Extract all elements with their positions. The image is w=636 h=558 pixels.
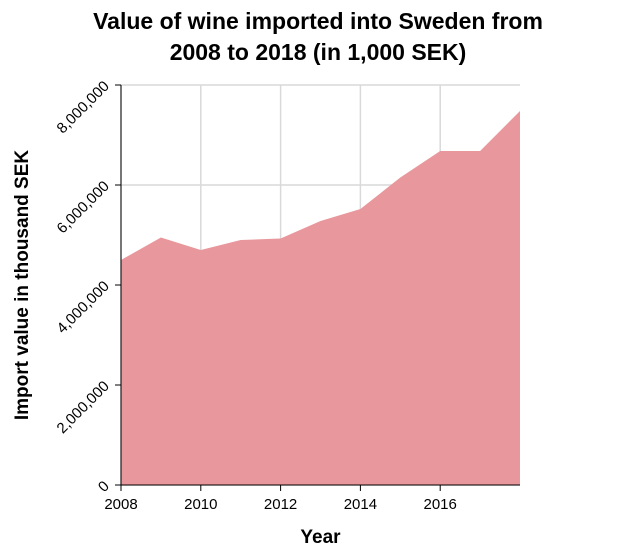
y-tick-label: 4,000,000 [54, 278, 113, 337]
x-tick-label: 2010 [184, 496, 217, 513]
y-tick-label: 0 [95, 478, 113, 496]
y-tick-label: 6,000,000 [54, 178, 113, 237]
y-tick-label: 2,000,000 [54, 378, 113, 437]
y-axis-title: Import value in thousand SEK [12, 150, 33, 421]
x-axis-title: Year [300, 527, 341, 548]
area-series-fill [121, 111, 520, 485]
x-tick-label: 2008 [104, 496, 137, 513]
x-tick-label: 2016 [424, 496, 457, 513]
x-tick-label: 2014 [344, 496, 377, 513]
axes [115, 84, 520, 491]
chart-title-line-1: Value of wine imported into Sweden from [93, 8, 543, 34]
y-tick-label: 8,000,000 [54, 78, 113, 137]
chart-title: Value of wine imported into Sweden from … [0, 6, 636, 68]
chart-title-line-2: 2008 to 2018 (in 1,000 SEK) [169, 39, 467, 65]
x-tick-label: 2012 [264, 496, 297, 513]
